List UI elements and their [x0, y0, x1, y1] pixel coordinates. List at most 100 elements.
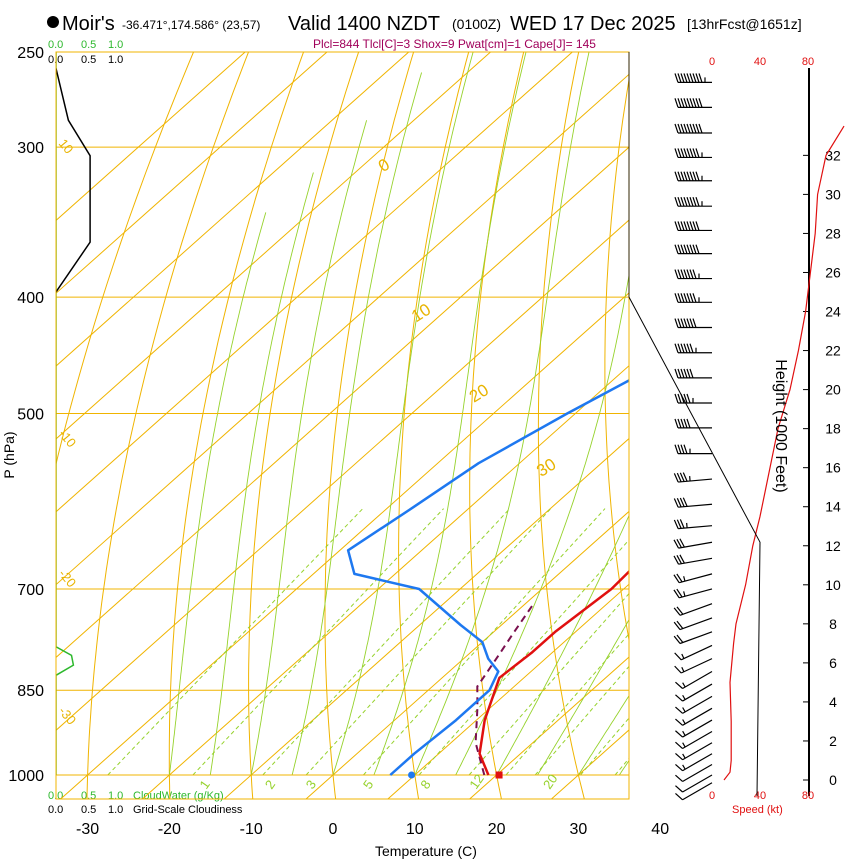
cloudwater-top-tick-0: 0.0	[48, 39, 63, 51]
isotherm-line	[468, 656, 629, 799]
y-axis-title: P (hPa)	[1, 431, 17, 478]
reference-profile-line	[628, 296, 761, 797]
wind-barb	[673, 573, 713, 584]
isotherm-line	[56, 52, 492, 440]
isotherm-line	[550, 729, 629, 799]
mixing-ratio-label: 8	[417, 777, 433, 792]
height-tick-label: 10	[825, 577, 841, 593]
cloudiness-bottom-tick-0: 0.0	[48, 804, 63, 816]
isotherm-label: 10	[56, 136, 77, 157]
dry-adiabat-line	[398, 52, 470, 799]
wind-barb	[674, 197, 712, 207]
isotherm-line	[56, 146, 629, 659]
temp-tick-label: 40	[651, 821, 669, 838]
height-tick-label: 20	[825, 382, 841, 398]
wind-barb	[675, 730, 713, 750]
temp-tick-label: -10	[240, 821, 263, 838]
cloudiness-top-tick-2: 1.0	[108, 54, 123, 66]
speed-top-tick-label: 80	[802, 56, 814, 68]
isotherm-line	[305, 510, 629, 799]
wind-barb	[675, 719, 713, 738]
temp-tick-label: 30	[570, 821, 588, 838]
height-tick-label: 26	[825, 264, 841, 280]
dry-adiabat-line	[56, 52, 195, 467]
mixing-ratio-line	[505, 633, 629, 776]
dry-adiabat-line	[792, 31, 850, 801]
wind-barb	[674, 343, 712, 354]
pressure-tick-label: 850	[17, 683, 44, 700]
temp-tick-label: 20	[488, 821, 506, 838]
temp-tick-label: -30	[76, 821, 99, 838]
height-tick-label: 6	[829, 655, 837, 671]
pressure-tick-label: 400	[17, 290, 44, 307]
mixing-ratio-label: 20	[540, 771, 561, 791]
wind-barb	[674, 269, 712, 280]
height-tick-label: 28	[825, 225, 841, 241]
mixing-ratio-label: 2	[262, 777, 278, 792]
pressure-tick-label: 300	[17, 140, 44, 157]
dry-adiabat-line	[248, 52, 360, 799]
isotherm-line	[632, 31, 850, 801]
speed-bottom-tick-label: 80	[802, 790, 814, 802]
speed-axis-title: Speed (kt)	[732, 804, 783, 816]
dry-adiabat-label: 10	[408, 300, 434, 326]
mixing-ratio-line	[107, 508, 364, 776]
moist-adiabat-line	[618, 759, 629, 776]
mixing-ratio-line	[192, 508, 444, 776]
wind-barb	[674, 393, 712, 404]
dry-adiabat-label: 0	[375, 155, 393, 176]
wind-barb	[674, 444, 712, 455]
mixing-ratio-line	[363, 508, 606, 776]
dewpoint-line	[346, 379, 629, 776]
height-tick-label: 4	[829, 694, 837, 710]
wind-barb	[675, 707, 713, 726]
isotherm-line	[387, 583, 629, 799]
isotherm-label: -10	[56, 426, 80, 450]
isotherm-label: -30	[56, 704, 80, 728]
wind-barb	[674, 73, 712, 83]
cloudwater-top-tick-1: 0.5	[81, 39, 96, 51]
temp-tick-label: 10	[406, 821, 424, 838]
dry-adiabat-line	[324, 52, 415, 799]
mixing-ratio-label: 5	[360, 777, 376, 792]
cloudiness-label: Grid-Scale Cloudiness	[133, 804, 243, 816]
surface-dewpoint-marker	[408, 771, 416, 779]
height-tick-label: 2	[829, 733, 837, 749]
pressure-tick-label: 1000	[8, 768, 44, 785]
isotherm-label: -20	[56, 566, 80, 590]
wind-barb	[675, 753, 713, 772]
wind-barb	[673, 538, 713, 549]
dry-adiabat-line	[86, 52, 250, 799]
profile-layer	[56, 52, 629, 779]
dry-adiabat-label: 30	[533, 454, 559, 480]
mixing-ratio-line	[614, 757, 629, 776]
dry-adiabat-line	[537, 52, 585, 799]
wind-barb	[674, 171, 712, 182]
cloudwater-bottom-tick-1: 0.5	[81, 790, 96, 802]
wind-barb	[674, 98, 712, 108]
parcel-line	[474, 603, 535, 776]
wind-barb	[673, 497, 713, 508]
utc-time: (0100Z)	[452, 16, 501, 32]
wind-barb	[675, 670, 713, 690]
right-panel: 0246810121416182022242628303200404080801…	[628, 52, 850, 802]
moist-adiabat-line	[291, 72, 423, 776]
isotherm-line	[56, 52, 246, 222]
x-axis-title: Temperature (C)	[375, 843, 477, 859]
mixing-ratio-line	[468, 592, 629, 776]
isotherm-line	[223, 437, 629, 799]
wind-barb	[675, 774, 713, 793]
wind-barb	[673, 554, 713, 565]
dry-adiabat-line	[604, 76, 629, 643]
moist-adiabat-line	[332, 52, 474, 776]
wind-barb	[674, 244, 712, 255]
site-bullet-icon	[47, 16, 59, 28]
wind-barb	[673, 472, 713, 483]
pressure-tick-label: 700	[17, 582, 44, 599]
height-tick-label: 30	[825, 186, 841, 202]
mixing-ratio-line	[580, 717, 629, 776]
height-tick-label: 32	[825, 147, 841, 163]
wind-barb	[674, 148, 712, 159]
site-coords: -36.471°,174.586° (23,57)	[122, 18, 260, 32]
